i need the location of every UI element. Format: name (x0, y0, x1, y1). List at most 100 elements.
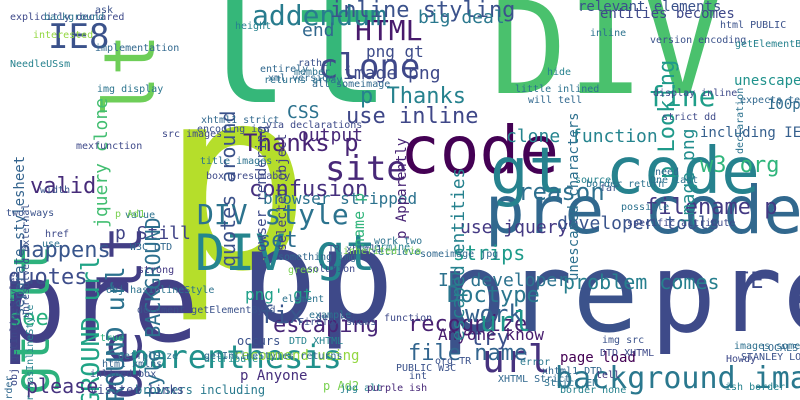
cloud-word: PUBLIC W3C (396, 363, 457, 374)
cloud-word: see (9, 306, 49, 331)
cloud-word: XHTML Strict (498, 374, 571, 385)
cloud-word: pre code (485, 172, 800, 249)
cloud-word: browser rendering (254, 125, 270, 269)
cloud-word: unresolved external (21, 203, 32, 318)
cloud-word: unescaped Cloning (734, 73, 800, 89)
cloud-word: p Apparently (394, 137, 410, 239)
cloud-word: url (482, 337, 551, 381)
cloud-word: quotes (8, 265, 88, 290)
cloud-word: element (282, 294, 325, 305)
cloud-word: someimage jpg (420, 249, 499, 260)
cloud-word: escaping (273, 313, 379, 338)
cloud-word: specific attribute (627, 218, 736, 229)
cloud-word: p Ad1 (115, 209, 146, 220)
cloud-word: Howdy (726, 354, 757, 365)
cloud-word: will tell (528, 95, 583, 106)
cloud-word: images someimage (734, 341, 800, 352)
cloud-word: page load (560, 350, 636, 366)
cloud-word: HTML (355, 14, 423, 47)
cloud-word: STANLEY LOCALS (741, 352, 800, 363)
cloud-word: GetTplSize (118, 351, 179, 362)
cloud-word: via declarations (266, 120, 363, 131)
cloud-word: display inline (653, 88, 738, 99)
cloud-word: entities becomes (600, 6, 735, 22)
cloud-word: pre (650, 229, 800, 357)
cloud-word: Thanks p (243, 129, 359, 157)
cloud-word: interested (33, 30, 94, 41)
cloud-word: visited links (90, 383, 184, 397)
cloud-word: site (325, 149, 407, 189)
cloud-word: mexfunction (76, 141, 143, 152)
cloud-word: obj getInlineStyles (9, 271, 20, 386)
cloud-word: use inline (346, 104, 479, 129)
cloud-word: DIV (490, 0, 722, 124)
cloud-word: inline styling (330, 0, 516, 23)
cloud-word: inlined box (90, 369, 157, 380)
cloud-word: title images (200, 156, 273, 167)
cloud-word: rather (298, 58, 335, 69)
cloud-word: obj hasInlineStyle (106, 285, 215, 296)
cloud-word: strong (138, 265, 175, 276)
cloud-word: need (655, 167, 680, 178)
cloud-word: var hasInlineStyle (25, 304, 36, 400)
cloud-word: DIV gt (195, 224, 376, 282)
cloud-word: p Thanks (360, 84, 466, 109)
cloud-word: solution (307, 264, 356, 275)
cloud-word: selected object (275, 133, 290, 251)
cloud-word: retrieve (372, 247, 421, 258)
cloud-word: DTD XHTML (289, 336, 344, 347)
cloud-word: pre (440, 229, 639, 357)
cloud-word: output (298, 125, 364, 146)
cloud-word: valid (30, 174, 97, 199)
cloud-word: background image (555, 361, 800, 396)
cloud-word: name p (350, 192, 368, 247)
cloud-word: img display (97, 84, 164, 95)
cloud-word: border none (560, 385, 627, 396)
cloud-word: problem comes (563, 270, 720, 294)
cloud-word: org TR (435, 356, 472, 367)
cloud-word: end (302, 20, 335, 41)
cloud-word: browser stripped (263, 189, 418, 208)
cloud-word: function (384, 313, 433, 324)
cloud-word: parenthesis (130, 338, 342, 376)
cloud-word: One last (650, 175, 699, 186)
cloud-word: jquery clone (91, 97, 112, 228)
cloud-word: expects text (740, 95, 800, 106)
cloud-word: please (26, 374, 99, 398)
cloud-word: Anyone know (438, 325, 544, 344)
cloud-word: alt someimage (312, 79, 391, 90)
cloud-word: href (45, 229, 70, 240)
cloud-word: Doctype (447, 283, 540, 308)
cloud-word: far (600, 183, 619, 194)
cloud-word: green (288, 265, 319, 276)
cloud-word: p Ad2 (323, 379, 360, 393)
cloud-word: NeedleUSsm (10, 59, 71, 70)
cloud-word: pp (240, 204, 395, 353)
cloud-word: DIV style (197, 198, 349, 231)
cloud-word: big deal (418, 7, 505, 28)
cloud-word: xhtml1 strict (201, 115, 280, 126)
cloud-word: width (40, 185, 71, 196)
cloud-word: inherited via (343, 246, 422, 257)
cloud-word: use jquery (460, 217, 569, 238)
cloud-word: getInlineStyles returns (204, 351, 343, 362)
cloud-word: w3 org (700, 153, 780, 178)
cloud-word: inline (590, 28, 627, 39)
cloud-word: file name (408, 341, 528, 366)
cloud-word: fine (648, 80, 716, 113)
cloud-word: strict dd (662, 112, 717, 123)
cloud-word: work two (374, 236, 423, 247)
cloud-word: try (470, 326, 510, 351)
cloud-word: two ways (6, 208, 55, 219)
cloud-word: gt code (490, 135, 760, 209)
cloud-word: IE (737, 269, 764, 294)
cloud-word: purple ish (367, 383, 428, 394)
cloud-word: clone (318, 47, 421, 87)
cloud-word: strips (453, 241, 526, 265)
cloud-word: hide (547, 67, 572, 78)
cloud-word: lt (190, 0, 393, 142)
cloud-word: error (520, 357, 551, 368)
cloud-word: url (480, 305, 531, 338)
cloud-word: reason (518, 178, 605, 206)
cloud-word: ask (95, 5, 114, 16)
